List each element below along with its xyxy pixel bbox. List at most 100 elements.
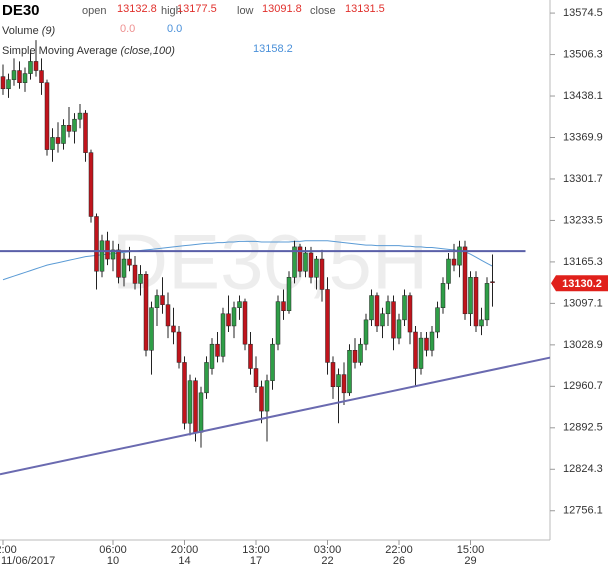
candle-body	[171, 325, 176, 333]
trendline	[0, 356, 550, 476]
candle-body	[330, 362, 336, 388]
candle-body	[391, 301, 396, 339]
candle-body	[292, 246, 297, 278]
x-tick-label: 15:00	[457, 544, 485, 556]
candle-body	[242, 301, 248, 345]
candle-body	[407, 295, 413, 333]
candle-body	[358, 343, 363, 363]
indicator-params: (9)	[42, 25, 56, 37]
candle-body	[50, 137, 55, 150]
watermark: DE30,5H	[112, 218, 429, 306]
candle-body	[468, 277, 473, 315]
y-tick-label: 13028.9	[563, 339, 603, 351]
plot-area	[0, 40, 550, 476]
candle-body	[44, 82, 50, 150]
candle-body	[226, 313, 231, 327]
candle-body	[94, 216, 99, 272]
candle-body	[220, 313, 226, 357]
y-tick-label: 12756.1	[563, 505, 603, 517]
candle-body	[319, 258, 325, 290]
candle-body	[83, 112, 88, 153]
candle-body	[0, 76, 6, 90]
candle-body	[110, 249, 116, 260]
candle-body	[176, 331, 182, 363]
x-date-label: 26	[393, 555, 405, 567]
candle-body	[281, 301, 286, 311]
x-tick-label: 13:00	[242, 544, 270, 556]
candle-body	[446, 258, 451, 284]
indicator-name: Volume (9)	[2, 25, 56, 37]
candle-body	[231, 307, 237, 327]
candle-body	[451, 258, 457, 266]
y-tick-label: 13438.1	[563, 90, 603, 102]
header-value: 13131.5	[345, 3, 385, 15]
candle-body	[347, 350, 352, 394]
candle-body	[363, 319, 369, 345]
y-tick-label: 13574.5	[563, 7, 603, 19]
candle-body	[154, 295, 160, 308]
candle-body	[352, 350, 358, 363]
candle-body	[457, 246, 462, 266]
candle-body	[396, 319, 402, 339]
x-tick-label: 20:00	[171, 544, 199, 556]
sma-line	[2, 240, 493, 281]
candle-body	[193, 380, 198, 433]
candle-body	[385, 301, 391, 315]
candle-body	[275, 301, 281, 345]
header-label: close	[310, 5, 336, 17]
candle-body	[374, 295, 380, 327]
y-tick-label: 13301.7	[563, 173, 603, 185]
candle-body	[121, 258, 127, 278]
indicator-value: 0.0	[167, 23, 182, 35]
header-label: low	[237, 5, 254, 17]
candle-body	[39, 70, 44, 83]
candle-body	[204, 362, 209, 394]
candle-body	[264, 380, 270, 412]
candle-body	[28, 61, 33, 74]
header-value: 13132.8	[117, 3, 157, 15]
candle-body	[336, 374, 341, 388]
candle-body	[88, 152, 94, 217]
x-date-label: 17	[250, 555, 262, 567]
candle-body	[490, 281, 495, 283]
price-tag	[551, 275, 608, 292]
x-date-label: 29	[464, 555, 476, 567]
y-tick-label: 13506.3	[563, 48, 603, 60]
candle-body	[6, 79, 11, 90]
candle-body	[237, 301, 242, 308]
candle-body	[484, 283, 490, 321]
candle-body	[182, 362, 187, 424]
candle-body	[160, 295, 165, 305]
candle-body	[462, 246, 468, 315]
candle-body	[308, 252, 314, 278]
candle-body	[380, 313, 385, 327]
indicator-params: (close,100)	[120, 45, 175, 57]
indicator-name-text: Simple Moving Average	[2, 45, 117, 57]
candle-body	[17, 70, 22, 83]
candle-body	[127, 258, 132, 266]
candle-body	[429, 331, 435, 351]
candle-body	[149, 307, 154, 351]
candle-body	[22, 73, 28, 83]
candle-body	[138, 274, 143, 284]
candle-body	[11, 70, 17, 80]
candle-body	[435, 307, 440, 333]
candle-body	[72, 118, 77, 132]
candle-body	[33, 61, 39, 71]
candle-body	[418, 337, 424, 369]
candle-body	[77, 112, 83, 120]
candle-body	[424, 337, 429, 351]
candle-body	[105, 240, 110, 260]
x-date-label: 11/06/2017	[1, 555, 55, 567]
y-tick-label: 13233.5	[563, 214, 603, 226]
price-tag-label: 13130.2	[562, 278, 602, 290]
candle-body	[116, 249, 121, 278]
candle-body	[369, 295, 374, 321]
candle-body	[215, 343, 220, 357]
header-label: open	[82, 5, 106, 17]
x-tick-label: 02:00	[0, 544, 17, 556]
candle-body	[413, 331, 418, 369]
candle-body	[473, 277, 479, 327]
